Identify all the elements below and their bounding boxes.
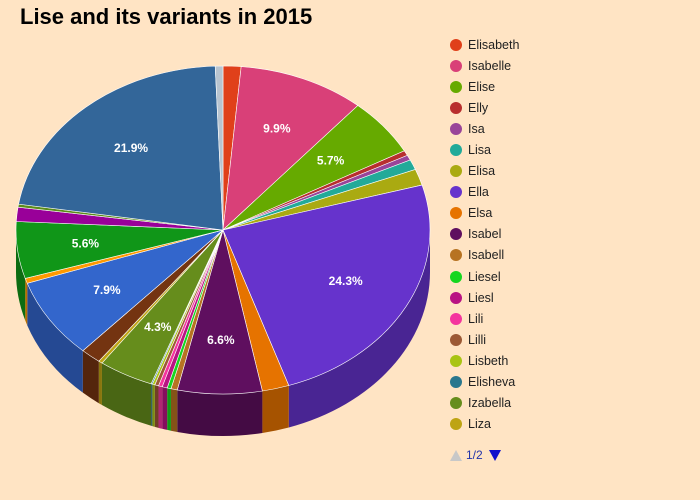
- pie-slice-side: [27, 283, 83, 393]
- pie-slice[interactable]: [214, 65, 224, 231]
- pie-slice-side: [288, 230, 430, 428]
- pie-slice[interactable]: [26, 229, 224, 352]
- pager-down-arrow-icon[interactable]: [488, 449, 501, 461]
- pie-slice-side: [152, 384, 155, 427]
- legend-swatch: [450, 228, 462, 241]
- pie-slice-side: [16, 230, 26, 321]
- pie-slice-label: 24.3%: [329, 274, 363, 288]
- legend-item[interactable]: Lisbeth: [450, 350, 690, 371]
- pie-slice-label: 21.9%: [114, 141, 148, 155]
- pie-slice-side: [25, 278, 28, 326]
- legend-swatch: [450, 418, 462, 431]
- pie-slice-side: [101, 363, 152, 426]
- legend-item[interactable]: Elisa: [450, 161, 690, 182]
- legend-pager: 1/2: [450, 448, 501, 462]
- legend-label: Lili: [468, 311, 484, 326]
- legend-swatch: [450, 376, 462, 389]
- legend-swatch: [450, 165, 462, 178]
- pie-top-group: [15, 65, 431, 395]
- pie-slice-side: [177, 389, 263, 436]
- legend-swatch: [450, 144, 462, 157]
- legend-label: Liza: [468, 417, 491, 432]
- legend-item[interactable]: Elly: [450, 97, 690, 118]
- pie-slice-label: 5.7%: [317, 154, 345, 168]
- legend-item[interactable]: Isabell: [450, 245, 690, 266]
- legend-label: Elisheva: [468, 375, 516, 390]
- legend-label: Elise: [468, 79, 496, 94]
- pie-slice-side: [162, 386, 168, 430]
- pie-slice-side: [98, 361, 102, 406]
- legend-item[interactable]: Ella: [450, 182, 690, 203]
- legend-label: Liesel: [468, 269, 501, 284]
- legend-item[interactable]: Elisabeth: [450, 34, 690, 55]
- pie-slice[interactable]: [18, 65, 224, 231]
- legend-label: Ella: [468, 185, 489, 200]
- legend-swatch: [450, 122, 462, 135]
- pie-slice-side: [167, 387, 171, 431]
- legend-swatch: [450, 101, 462, 114]
- legend-label: Elsa: [468, 206, 493, 221]
- legend: Elisabeth Isabelle Elise Elly Isa Lisa Elisa El…: [450, 34, 690, 435]
- legend-swatch: [450, 312, 462, 325]
- pager-up-arrow-icon[interactable]: [450, 449, 462, 461]
- legend-label: Lisa: [468, 143, 491, 158]
- legend-swatch: [450, 291, 462, 304]
- pie-slice[interactable]: [222, 184, 431, 386]
- legend-item[interactable]: Isabel: [450, 224, 690, 245]
- pie-label-group: 9.9% 5.7% 24.3% 6.6% 4.3% 7.9% 5.6% 21.9%: [72, 122, 363, 347]
- legend-swatch: [450, 186, 462, 199]
- legend-item[interactable]: Lili: [450, 308, 690, 329]
- pie-slice-side: [262, 385, 289, 434]
- pie-slice-side: [151, 383, 153, 427]
- pie-slice-side: [154, 384, 159, 428]
- pager-text: 1/2: [466, 448, 483, 462]
- legend-label: Elly: [468, 100, 489, 115]
- legend-swatch: [450, 270, 462, 283]
- legend-swatch: [450, 59, 462, 72]
- legend-item[interactable]: Isa: [450, 118, 690, 139]
- legend-label: Liesl: [468, 290, 494, 305]
- legend-item[interactable]: Lilli: [450, 329, 690, 350]
- pie-slice-label: 7.9%: [93, 283, 121, 297]
- legend-item[interactable]: Elsa: [450, 203, 690, 224]
- legend-swatch: [450, 38, 462, 51]
- legend-swatch: [450, 249, 462, 262]
- legend-label: Elisa: [468, 164, 496, 179]
- legend-label: Isa: [468, 121, 485, 136]
- pie-slice-label: 6.6%: [207, 333, 235, 347]
- legend-item[interactable]: Liesel: [450, 266, 690, 287]
- legend-label: Lilli: [468, 332, 487, 347]
- pie-slice[interactable]: [222, 66, 359, 231]
- legend-item[interactable]: Liza: [450, 414, 690, 435]
- pie-slice-side: [158, 385, 163, 429]
- pie-slice-side: [82, 350, 99, 404]
- legend-swatch: [450, 397, 462, 410]
- legend-label: Lisbeth: [468, 353, 509, 368]
- legend-swatch: [450, 80, 462, 93]
- legend-item[interactable]: Izabella: [450, 393, 690, 414]
- legend-item[interactable]: Isabelle: [450, 55, 690, 76]
- pie-slice-label: 9.9%: [263, 122, 291, 136]
- pie-slice-side: [170, 388, 178, 432]
- legend-item[interactable]: Lisa: [450, 139, 690, 160]
- legend-label: Izabella: [468, 396, 512, 411]
- legend-swatch: [450, 207, 462, 220]
- legend-item[interactable]: Elisheva: [450, 372, 690, 393]
- pie-side-group: [16, 230, 430, 436]
- legend-item[interactable]: Liesl: [450, 287, 690, 308]
- legend-label: Isabelle: [468, 58, 512, 73]
- chart-title: Lise and its variants in 2015: [20, 4, 313, 29]
- legend-label: Elisabeth: [468, 37, 520, 52]
- legend-swatch: [450, 354, 462, 367]
- legend-label: Isabell: [468, 248, 505, 263]
- legend-label: Isabel: [468, 227, 502, 242]
- legend-item[interactable]: Elise: [450, 76, 690, 97]
- pie-slice-label: 4.3%: [144, 320, 172, 334]
- legend-swatch: [450, 333, 462, 346]
- pie-slice-label: 5.6%: [72, 237, 100, 251]
